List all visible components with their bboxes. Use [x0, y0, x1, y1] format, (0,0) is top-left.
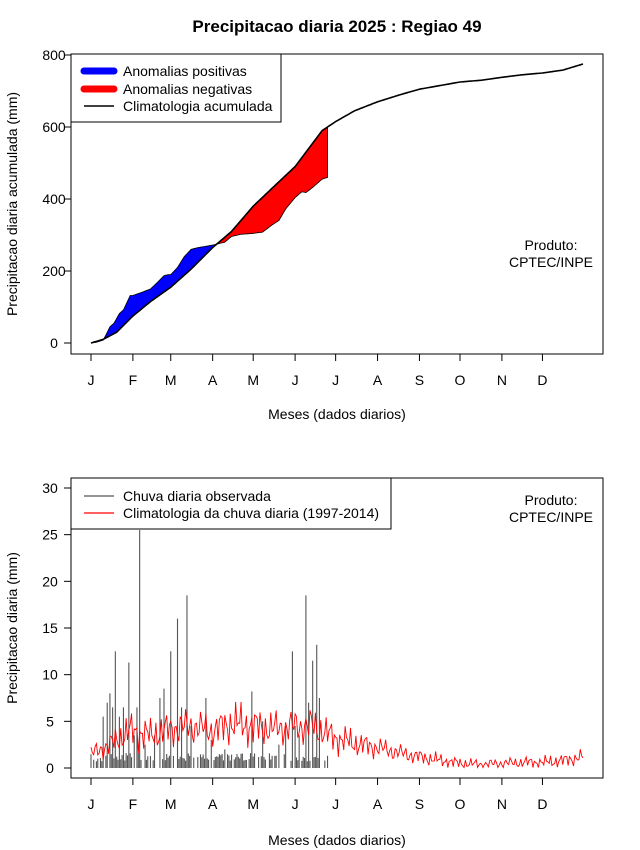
bottom-x-tick-label: J	[292, 796, 299, 812]
positive-anomaly-areas	[104, 244, 217, 339]
top-y-axis: 0 200 400 600 800	[42, 47, 71, 351]
top-y-axis-label: Precipitacao diaria acumulada (mm)	[4, 92, 20, 316]
daily-chart: 0 5 10 15 20 25 30 J F M A M J J A S O N D Meses (dados d…	[4, 477, 604, 848]
bottom-x-tick-label: S	[415, 796, 424, 812]
bottom-produto-source: CPTEC/INPE	[509, 509, 593, 525]
bottom-y-tick-label: 20	[42, 573, 58, 589]
top-y-tick-label: 600	[42, 119, 66, 135]
bottom-x-tick-label: O	[455, 796, 466, 812]
observed-accumulated-line	[90, 127, 328, 344]
bottom-x-tick-label: J	[88, 796, 95, 812]
top-legend: Anomalias positivas Anomalias negativas …	[70, 53, 282, 123]
bottom-y-tick-label: 5	[46, 713, 54, 729]
legend-label-climatology: Climatologia acumulada	[123, 98, 273, 114]
top-x-tick-label: J	[88, 372, 95, 388]
bottom-y-tick-label: 10	[42, 667, 58, 683]
bottom-x-tick-label: A	[373, 796, 383, 812]
bottom-x-tick-label: F	[129, 796, 138, 812]
bottom-x-tick-label: N	[497, 796, 507, 812]
top-x-tick-label: O	[455, 372, 466, 388]
top-x-tick-label: S	[415, 372, 424, 388]
bottom-produto-label: Produto:	[525, 492, 578, 508]
bottom-x-tick-label: M	[165, 796, 177, 812]
top-x-tick-label: A	[373, 372, 383, 388]
top-y-tick-label: 0	[50, 335, 58, 351]
bottom-x-axis-label: Meses (dados diarios)	[268, 832, 406, 848]
bottom-x-tick-label: A	[208, 796, 218, 812]
top-y-tick-label: 400	[42, 191, 66, 207]
bottom-y-tick-label: 25	[42, 527, 58, 543]
top-x-tick-label: M	[165, 372, 177, 388]
bottom-legend: Chuva diaria observada Climatologia da c…	[70, 477, 392, 530]
positive-anomaly-area	[104, 244, 217, 339]
top-x-tick-label: A	[208, 372, 218, 388]
legend-label-clim-daily: Climatologia da chuva diaria (1997-2014)	[123, 505, 379, 521]
top-produto-label: Produto:	[525, 237, 578, 253]
top-y-tick-label: 200	[42, 263, 66, 279]
climatology-accumulated-line	[90, 63, 584, 344]
top-produto-source: CPTEC/INPE	[509, 254, 593, 270]
top-x-tick-label: J	[332, 372, 339, 388]
bottom-x-tick-label: M	[247, 796, 259, 812]
top-x-tick-label: M	[247, 372, 259, 388]
legend-label-observed: Chuva diaria observada	[123, 488, 271, 504]
bottom-y-axis: 0 5 10 15 20 25 30	[42, 480, 71, 776]
bottom-y-tick-label: 30	[42, 480, 58, 496]
climatology-daily-line	[90, 701, 584, 769]
top-x-axis-label: Meses (dados diarios)	[268, 406, 406, 422]
bottom-x-tick-label: J	[332, 796, 339, 812]
top-x-tick-label: F	[129, 372, 138, 388]
top-plot-frame	[70, 53, 604, 355]
bottom-y-tick-label: 15	[42, 620, 58, 636]
top-y-tick-label: 800	[42, 47, 66, 63]
bottom-y-axis-label: Precipitacao diaria (mm)	[4, 552, 20, 704]
accumulated-chart: 0 200 400 600 800 J F M A M J J A S O N D Meses (dados …	[4, 47, 604, 422]
legend-label-negative: Anomalias negativas	[123, 81, 252, 97]
bottom-y-tick-label: 0	[46, 760, 54, 776]
chart-title: Precipitacao diaria 2025 : Regiao 49	[192, 17, 481, 36]
top-x-tick-label: J	[292, 372, 299, 388]
legend-label-positive: Anomalias positivas	[123, 63, 247, 79]
top-x-tick-label: D	[537, 372, 547, 388]
top-x-tick-label: N	[497, 372, 507, 388]
bottom-x-tick-label: D	[537, 796, 547, 812]
observed-daily-bars	[90, 530, 329, 768]
